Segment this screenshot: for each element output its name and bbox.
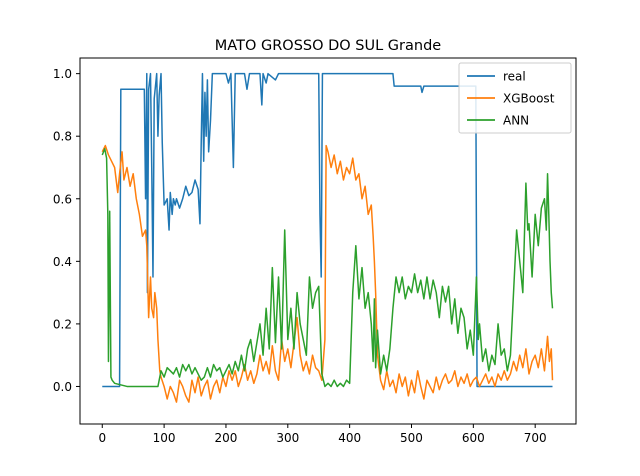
x-axis: 0 100 200 300 400 500 600 700 [98,424,547,445]
series-line-xgboost [101,144,554,403]
chart-title: MATO GROSSO DO SUL Grande [215,38,442,54]
x-tick-label: 700 [524,431,547,445]
legend-box [458,62,572,134]
x-tick-label: 0 [98,431,106,445]
legend-label-ann: ANN [503,114,529,128]
series-line-real [102,72,553,388]
x-tick-label: 600 [462,431,485,445]
legend: real XGBoost ANN [458,62,572,134]
series-line-ann [101,147,554,388]
legend-label-xgboost: XGBoost [503,92,555,106]
plot-lines [101,72,554,403]
y-tick-label: 0.0 [53,380,72,394]
y-tick-label: 0.6 [53,192,72,206]
y-tick-label: 0.4 [53,255,72,269]
x-tick-label: 100 [153,431,176,445]
y-tick-label: 0.8 [53,130,72,144]
y-tick-label: 0.2 [53,317,72,331]
x-tick-label: 300 [276,431,299,445]
plot-frame [79,57,577,425]
legend-label-real: real [503,70,526,84]
y-axis: 0.0 0.2 0.4 0.6 0.8 1.0 [53,67,80,394]
y-tick-label: 1.0 [53,67,72,81]
x-tick-label: 500 [400,431,423,445]
x-tick-label: 400 [338,431,361,445]
x-tick-label: 200 [215,431,238,445]
